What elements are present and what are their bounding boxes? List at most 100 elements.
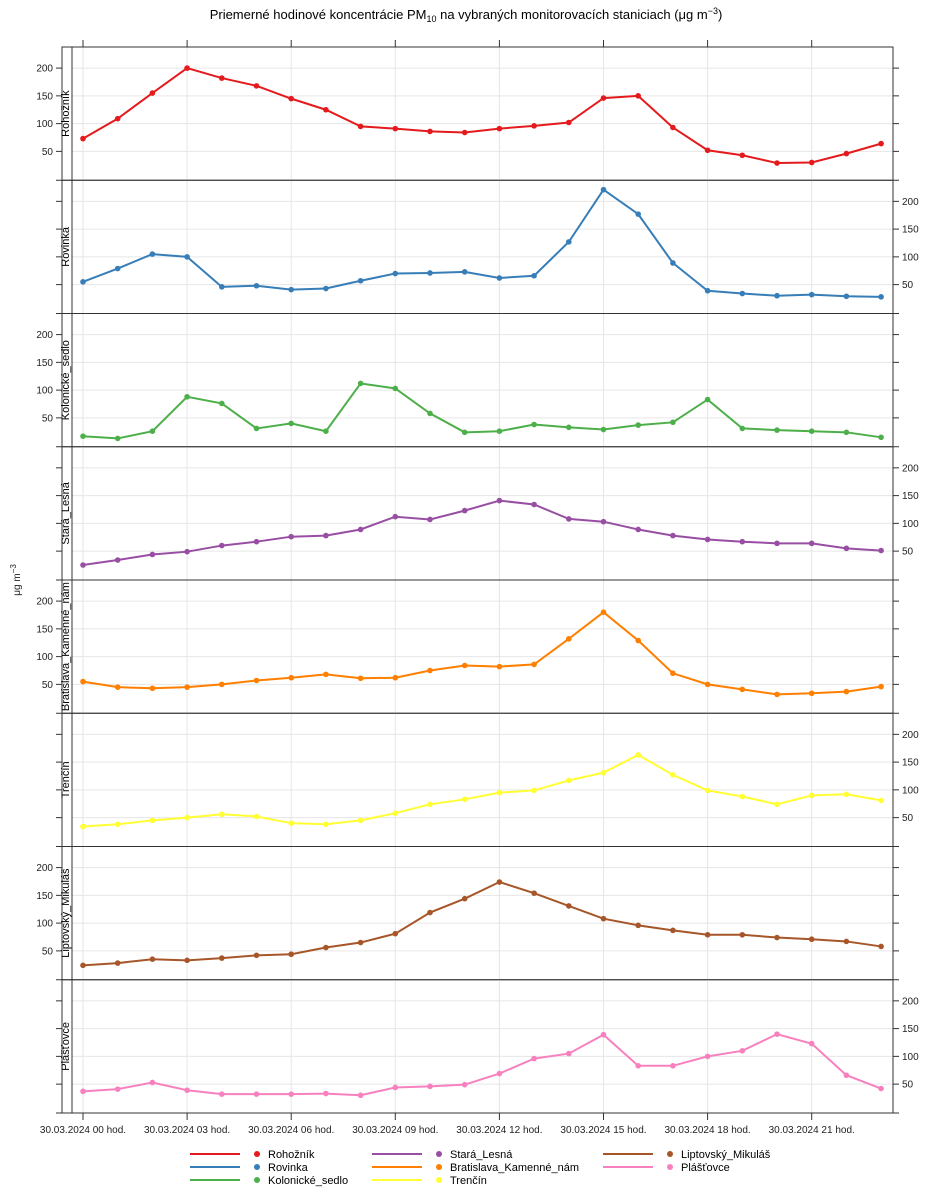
strip-label: Rohožník [60, 90, 72, 137]
panel-Rovinka: Rovinka 50 100 150 200 [56, 179, 919, 314]
y-tick-label: 100 [36, 652, 53, 663]
x-tick-label: 30.03.2024 18 hod. [664, 1125, 750, 1136]
data-point-Stará_Lesná-7 [323, 532, 329, 539]
x-tick-label: 30.03.2024 12 hod. [456, 1125, 542, 1136]
data-point-Liptovský_Mikuláš-1 [114, 960, 121, 966]
data-point-Trenčín-10 [427, 801, 433, 808]
data-point-Rohožník-16 [635, 93, 641, 99]
data-point-Rovinka-10 [427, 270, 433, 276]
legend-label: Stará_Lesná [450, 1149, 513, 1161]
data-point-Trenčín-17 [670, 772, 676, 778]
data-point-Plášťovce-20 [774, 1031, 780, 1037]
data-point-Trenčín-20 [774, 801, 780, 808]
y-tick-label: 200 [36, 597, 53, 608]
data-point-Plášťovce-10 [427, 1083, 433, 1090]
data-point-Kolonické_sedlo-1 [114, 435, 121, 442]
data-point-Plášťovce-11 [461, 1081, 468, 1088]
data-point-Trenčín-23 [878, 797, 884, 804]
data-point-Rovinka-5 [253, 282, 260, 289]
data-point-Rovinka-0 [80, 279, 86, 285]
data-point-Kolonické_sedlo-17 [670, 419, 676, 426]
data-point-Kolonické_sedlo-15 [600, 426, 607, 433]
y-tick-label: 50 [902, 813, 914, 824]
data-point-Plášťovce-21 [808, 1040, 815, 1047]
x-tick-label: 30.03.2024 15 hod. [560, 1125, 646, 1136]
y-tick-label: 200 [36, 863, 53, 874]
series-line-Rohožník [82, 67, 882, 165]
data-point-Bratislava_Kamenné_nám-17 [670, 670, 676, 677]
y-tick-label: 150 [902, 225, 919, 236]
data-point-Rovinka-6 [288, 286, 295, 293]
data-point-Stará_Lesná-21 [808, 540, 815, 547]
data-point-Stará_Lesná-1 [114, 557, 121, 563]
strip-label: Plášťovce [60, 1022, 72, 1071]
data-point-Rovinka-11 [461, 269, 468, 275]
data-point-Rohožník-14 [566, 119, 572, 126]
data-point-Bratislava_Kamenné_nám-1 [114, 684, 121, 690]
legend-item-Plášťovce: Plášťovce [603, 1162, 730, 1174]
data-point-Liptovský_Mikuláš-23 [878, 943, 884, 950]
data-point-Kolonické_sedlo-11 [461, 429, 468, 436]
data-point-Bratislava_Kamenné_nám-8 [357, 675, 364, 682]
y-tick-label: 200 [902, 197, 919, 208]
data-point-Plášťovce-15 [600, 1031, 607, 1038]
data-point-Trenčín-3 [184, 814, 190, 821]
data-point-Kolonické_sedlo-10 [427, 410, 433, 417]
legend-item-Kolonické_sedlo: Kolonické_sedlo [190, 1175, 348, 1187]
data-point-Trenčín-13 [531, 787, 537, 794]
y-axis-label: μg m−3 [9, 564, 23, 596]
y-tick-label: 100 [36, 119, 53, 130]
data-point-Trenčín-21 [808, 792, 815, 799]
panel-Trenčín: Trenčín 50 100 150 200 [56, 712, 919, 847]
data-point-Kolonické_sedlo-22 [843, 429, 850, 436]
data-point-Bratislava_Kamenné_nám-6 [288, 674, 295, 681]
data-point-Kolonické_sedlo-4 [219, 400, 225, 407]
data-point-Liptovský_Mikuláš-14 [566, 903, 572, 909]
data-point-Stará_Lesná-22 [843, 545, 850, 552]
data-point-Bratislava_Kamenné_nám-11 [461, 662, 468, 669]
data-point-Stará_Lesná-16 [635, 526, 641, 533]
data-point-Kolonické_sedlo-12 [496, 428, 503, 435]
data-point-Liptovský_Mikuláš-13 [531, 890, 537, 896]
y-tick-label: 150 [36, 358, 53, 369]
y-tick-label: 200 [902, 730, 919, 741]
data-point-Bratislava_Kamenné_nám-22 [843, 688, 850, 695]
y-tick-label: 50 [902, 1080, 914, 1091]
data-point-Bratislava_Kamenné_nám-0 [80, 678, 86, 685]
data-point-Plášťovce-1 [114, 1086, 121, 1092]
data-point-Rovinka-3 [184, 254, 190, 260]
data-point-Rovinka-1 [114, 265, 121, 272]
data-point-Liptovský_Mikuláš-8 [357, 939, 364, 946]
data-point-Plášťovce-3 [184, 1087, 190, 1094]
data-point-Liptovský_Mikuláš-5 [253, 952, 260, 959]
data-point-Bratislava_Kamenné_nám-3 [184, 684, 190, 690]
data-point-Rohožník-10 [427, 128, 433, 135]
x-tick-label: 30.03.2024 03 hod. [144, 1125, 230, 1136]
data-point-Bratislava_Kamenné_nám-19 [739, 686, 746, 693]
data-point-Rovinka-21 [808, 291, 815, 298]
series-line-Bratislava_Kamenné_nám [82, 610, 882, 696]
data-point-Liptovský_Mikuláš-9 [392, 930, 399, 937]
data-point-Rohožník-19 [739, 152, 746, 159]
data-point-Stará_Lesná-5 [253, 538, 260, 545]
panel-Plášťovce: Plášťovce 50 100 150 200 [56, 979, 919, 1114]
data-point-Liptovský_Mikuláš-3 [184, 957, 190, 964]
data-point-Rohožník-15 [600, 95, 607, 101]
data-point-Rovinka-12 [496, 275, 503, 281]
data-point-Bratislava_Kamenné_nám-14 [566, 636, 572, 642]
data-point-Bratislava_Kamenné_nám-4 [219, 681, 225, 688]
data-point-Liptovský_Mikuláš-20 [774, 934, 780, 941]
data-point-Trenčín-11 [461, 796, 468, 803]
x-tick-label: 30.03.2024 00 hod. [40, 1125, 126, 1136]
data-point-Kolonické_sedlo-0 [80, 433, 86, 440]
data-point-Trenčín-7 [323, 821, 329, 828]
legend-point [436, 1177, 442, 1183]
data-point-Stará_Lesná-2 [149, 551, 156, 558]
data-point-Stará_Lesná-11 [461, 507, 468, 514]
data-point-Liptovský_Mikuláš-10 [427, 909, 433, 916]
series-line-Trenčín [82, 753, 882, 828]
strip-label: Trenčín [60, 761, 72, 798]
panel-Liptovský_Mikuláš: Liptovský_Mikuláš 50 100 150 200 [36, 846, 899, 981]
data-point-Kolonické_sedlo-13 [531, 421, 537, 428]
